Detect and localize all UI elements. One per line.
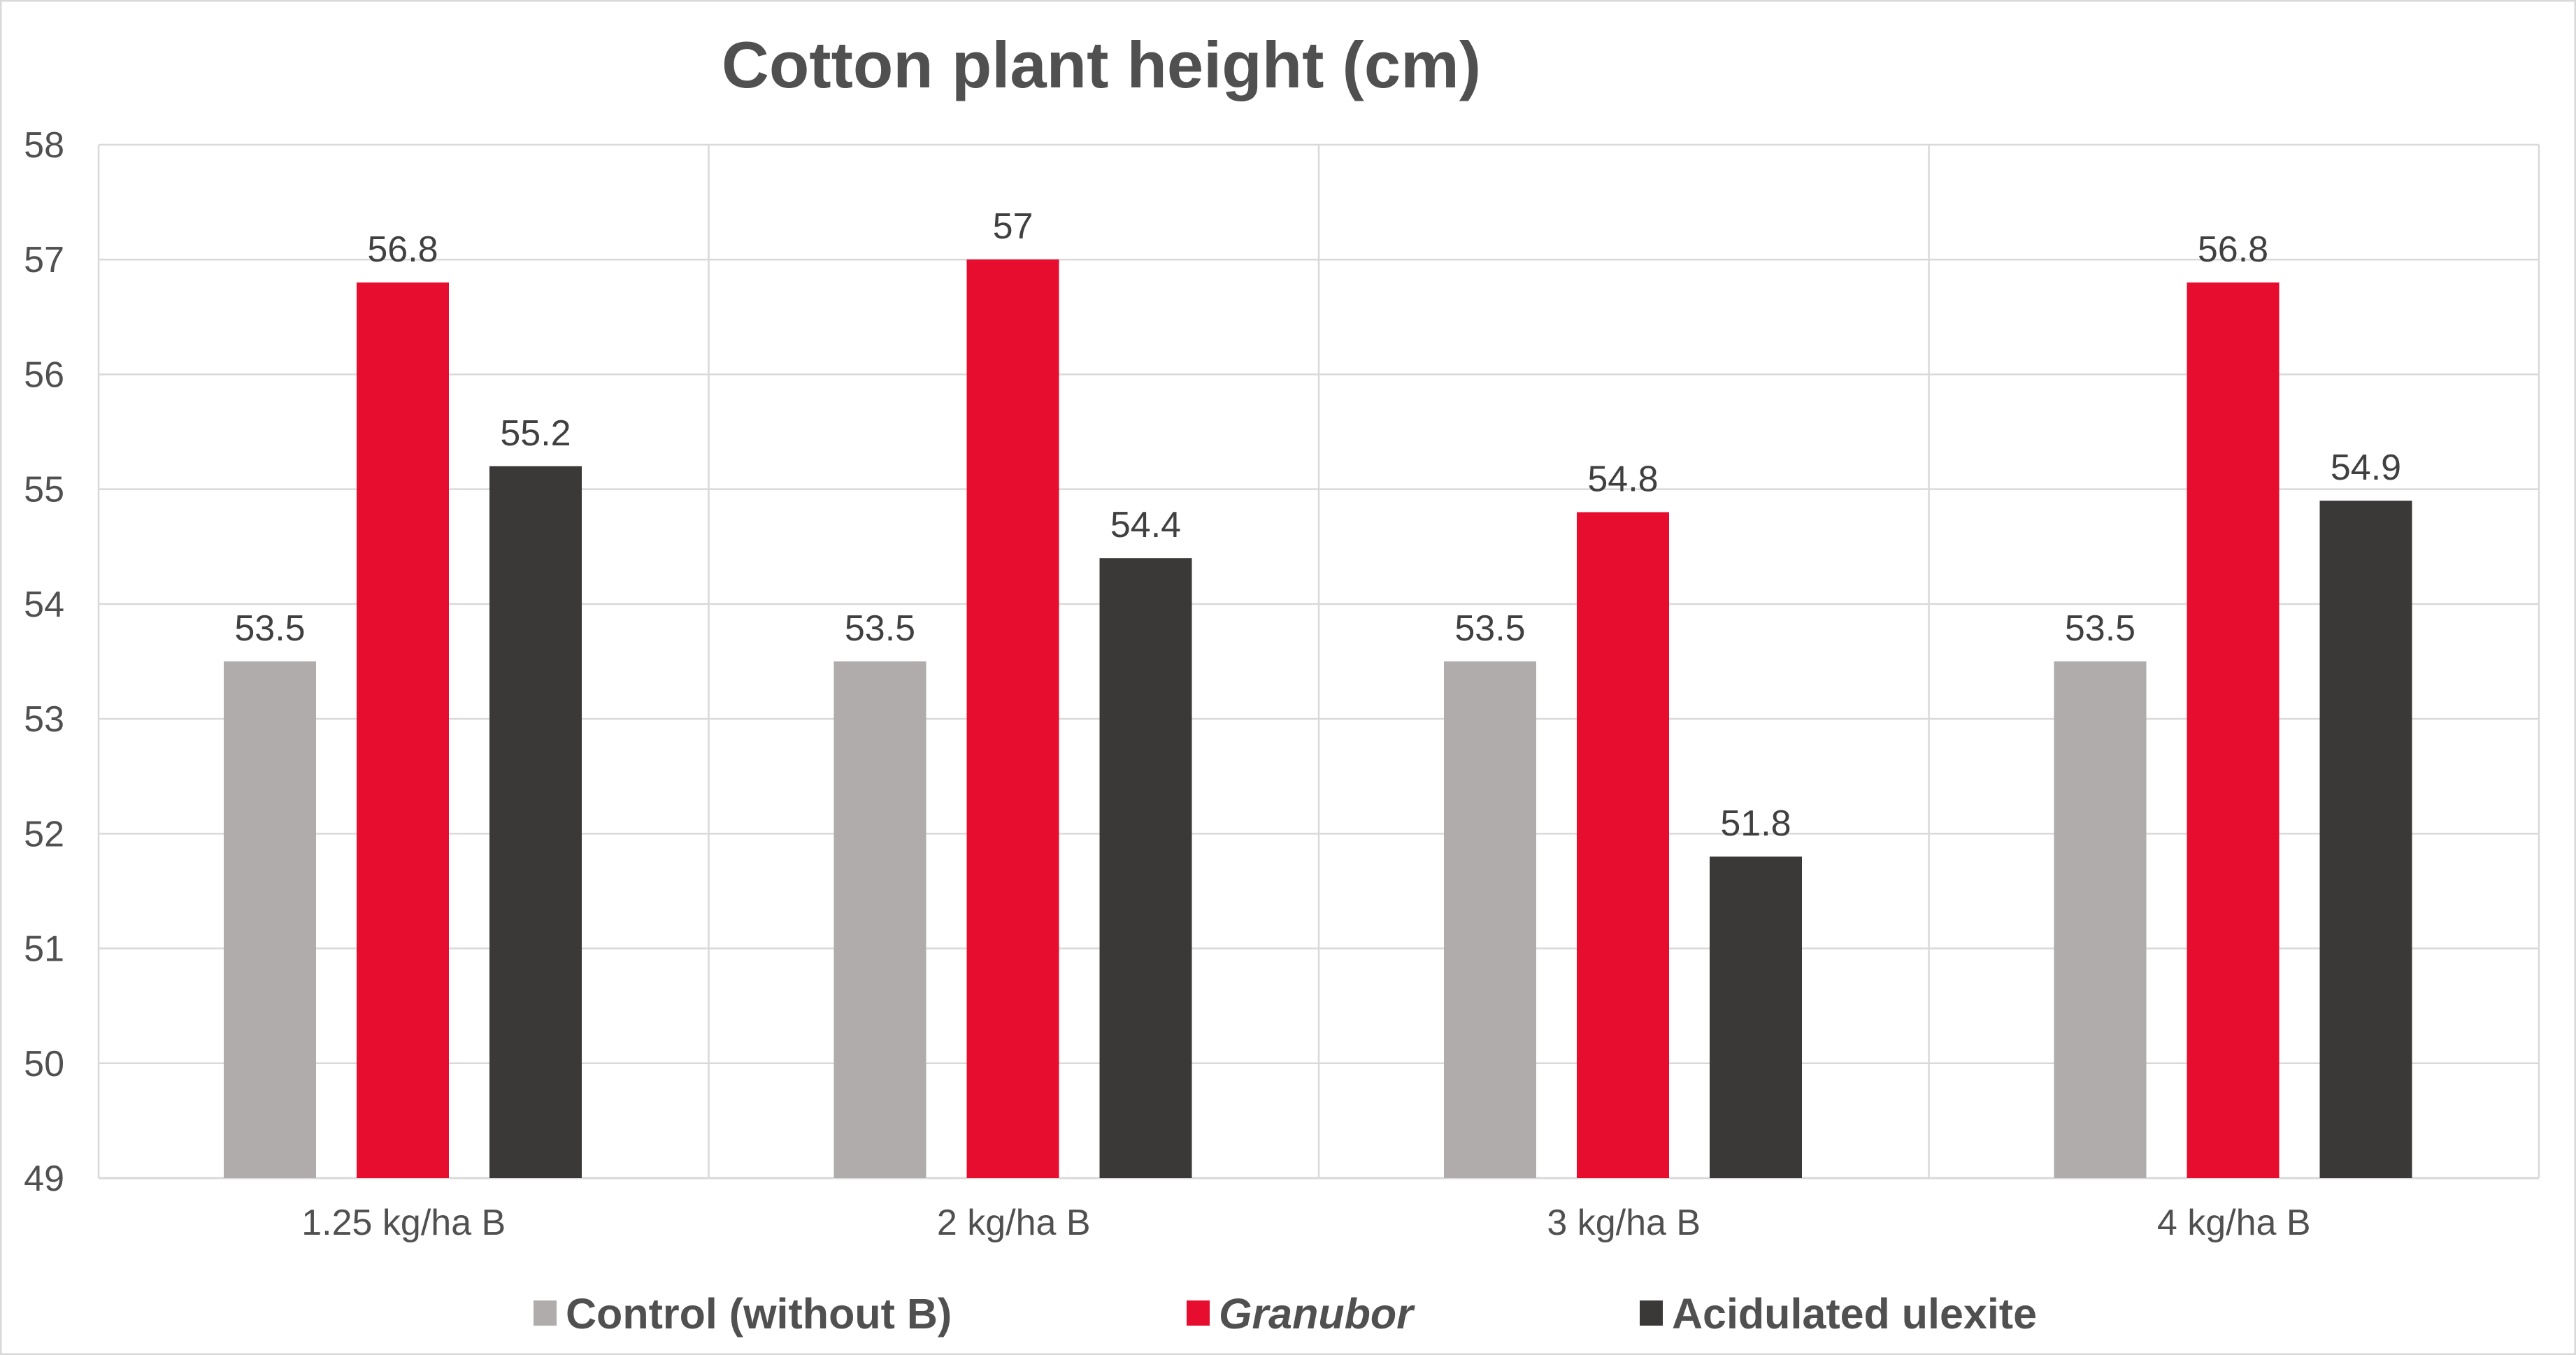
data-label: 53.5 bbox=[2065, 608, 2135, 649]
y-tick-label: 52 bbox=[24, 814, 64, 854]
bar bbox=[1444, 661, 1536, 1178]
legend-swatch bbox=[1187, 1300, 1210, 1326]
bar bbox=[357, 282, 449, 1179]
bar bbox=[2187, 282, 2280, 1179]
y-tick-label: 56 bbox=[24, 354, 64, 395]
bar bbox=[2319, 501, 2412, 1178]
y-tick-label: 49 bbox=[24, 1159, 64, 1199]
bars bbox=[224, 259, 2412, 1179]
legend: Control (without B) Granubor Acidulated ul… bbox=[534, 1290, 2037, 1338]
data-label: 57 bbox=[993, 206, 1033, 247]
legend-label: Granubor bbox=[1219, 1290, 1415, 1338]
y-tick-label: 53 bbox=[24, 699, 64, 740]
data-label: 54.4 bbox=[1110, 505, 1181, 545]
data-label: 53.5 bbox=[1454, 608, 1525, 649]
bar bbox=[1710, 856, 1802, 1178]
y-tick-label: 57 bbox=[24, 240, 64, 280]
legend-label: Control (without B) bbox=[566, 1290, 952, 1338]
bar bbox=[2054, 661, 2147, 1178]
data-label: 54.9 bbox=[2331, 447, 2401, 488]
y-tick-label: 51 bbox=[24, 929, 64, 970]
bar bbox=[833, 661, 926, 1178]
data-label: 55.2 bbox=[500, 413, 571, 454]
x-tick-label: 3 kg/ha B bbox=[1547, 1203, 1701, 1243]
data-label: 51.8 bbox=[1720, 803, 1791, 844]
data-labels: 53.5 56.8 55.2 53.5 57 54.4 53.5 54.8 51.8 53.5 56… bbox=[234, 206, 2401, 844]
chart-title: Cotton plant height (cm) bbox=[722, 28, 1481, 101]
data-label: 56.8 bbox=[2198, 229, 2268, 270]
x-tick-label: 4 kg/ha B bbox=[2157, 1203, 2311, 1243]
data-label: 53.5 bbox=[234, 608, 305, 649]
y-axis-ticks: 49 50 51 52 53 54 55 56 57 58 bbox=[24, 125, 64, 1199]
y-tick-label: 55 bbox=[24, 470, 64, 510]
data-label: 54.8 bbox=[1587, 459, 1658, 500]
legend-swatch bbox=[1640, 1300, 1663, 1326]
bar bbox=[1099, 558, 1192, 1178]
legend-swatch bbox=[534, 1300, 557, 1326]
data-label: 56.8 bbox=[367, 229, 438, 270]
y-tick-label: 54 bbox=[24, 585, 64, 625]
data-label: 53.5 bbox=[845, 608, 915, 649]
x-tick-label: 1.25 kg/ha B bbox=[301, 1203, 506, 1243]
bar bbox=[1577, 512, 1669, 1178]
y-tick-label: 58 bbox=[24, 125, 64, 166]
legend-label: Acidulated ulexite bbox=[1672, 1290, 2037, 1338]
x-axis-ticks: 1.25 kg/ha B 2 kg/ha B 3 kg/ha B 4 kg/ha B bbox=[301, 1203, 2310, 1243]
y-tick-label: 50 bbox=[24, 1044, 64, 1084]
x-tick-label: 2 kg/ha B bbox=[937, 1203, 1091, 1243]
bar bbox=[224, 661, 316, 1178]
bar bbox=[966, 259, 1059, 1179]
bar bbox=[489, 466, 582, 1178]
